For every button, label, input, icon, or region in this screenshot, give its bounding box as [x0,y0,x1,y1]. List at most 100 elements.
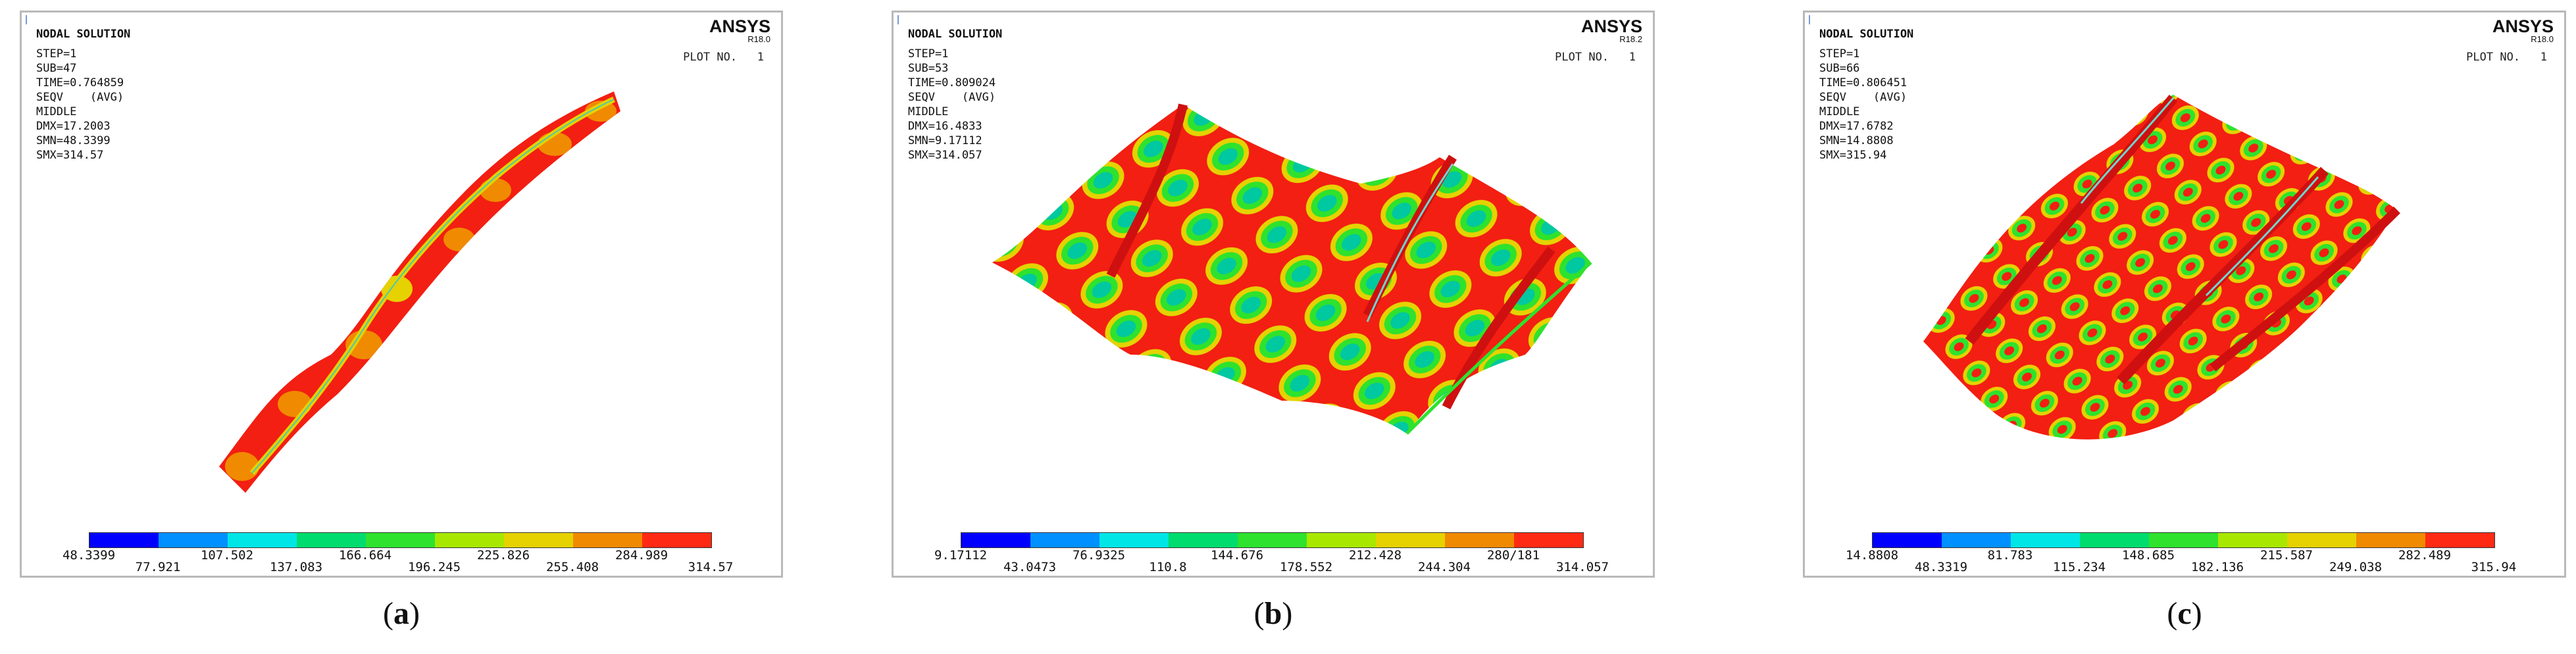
ansys-logo: ANSYS R18.0 [709,18,770,44]
legend-swatch [642,533,711,547]
legend-label: 282.489 [2398,548,2452,563]
legend-label: 196.245 [407,560,461,574]
legend-label: 178.552 [1279,560,1333,574]
info-step: STEP=1 [36,47,77,61]
info-step: STEP=1 [908,47,949,61]
info-middle: MIDDLE [908,105,949,118]
caption-c: (c) [2167,596,2202,631]
legend-swatch [1307,533,1376,547]
legend-label: 76.9325 [1072,548,1126,563]
legend-swatch [1942,533,2011,547]
legend-swatch [1376,533,1445,547]
info-smn: SMN=48.3399 [36,134,111,147]
legend-label: 9.17112 [934,548,988,563]
frame-corner-marker [897,15,904,24]
legend-label: 110.8 [1149,560,1187,574]
info-smx: SMX=314.57 [36,149,104,162]
legend-label: 215.587 [2260,548,2313,563]
plot-number: PLOT NO. 1 [683,51,764,64]
legend-swatch [1169,533,1238,547]
legend-swatch [1030,533,1099,547]
legend-label: 107.502 [200,548,254,563]
info-time: TIME=0.806451 [1819,76,1907,89]
legend-label: 77.921 [135,560,181,574]
legend-swatch [2425,533,2494,547]
legend-swatch [2149,533,2218,547]
brand-version: R18.2 [1619,34,1642,44]
legend-color-bar [1872,532,2495,548]
legend-swatch [1238,533,1307,547]
info-sub: SUB=53 [908,62,949,75]
legend-label: 255.408 [545,560,599,574]
legend-labels: 14.8808 48.3319 81.783 115.234 148.685 1… [1805,548,2564,577]
legend-swatch [504,533,573,547]
solution-info: NODAL SOLUTION STEP=1 SUB=53 TIME=0.8090… [908,27,1002,163]
frame-corner-marker [26,15,32,24]
panel-c: NODAL SOLUTION STEP=1 SUB=66 TIME=0.8064… [1803,11,2566,578]
info-smn: SMN=14.8808 [1819,134,1894,147]
legend-label: 166.664 [338,548,392,563]
info-step: STEP=1 [1819,47,1860,61]
legend-label: 48.3399 [62,548,116,563]
legend-swatch [1514,533,1583,547]
legend-swatch [159,533,228,547]
legend-swatch [297,533,366,547]
solution-info: NODAL SOLUTION STEP=1 SUB=47 TIME=0.7648… [36,27,130,163]
legend-label: 148.685 [2121,548,2175,563]
info-sub: SUB=47 [36,62,77,75]
legend-label: 244.304 [1417,560,1471,574]
legend-label: 280/181 [1486,548,1540,563]
info-smx: SMX=314.057 [908,149,982,162]
legend-swatch [89,533,159,547]
info-seqv: SEQV (AVG) [36,91,124,104]
brand-name: ANSYS [1580,16,1642,36]
brand-version: R18.0 [747,34,770,44]
legend-swatch [2287,533,2356,547]
info-smx: SMX=315.94 [1819,149,1887,162]
info-smn: SMN=9.17112 [908,134,982,147]
legend-label: 284.989 [615,548,669,563]
legend-swatch [435,533,504,547]
legend-swatch [2218,533,2287,547]
legend-swatch [2356,533,2425,547]
panel-a: NODAL SOLUTION STEP=1 SUB=47 TIME=0.7648… [20,11,783,578]
plot-number: PLOT NO. 1 [1555,51,1636,64]
legend-swatch [961,533,1030,547]
legend-label: 144.676 [1210,548,1264,563]
info-time: TIME=0.809024 [908,76,996,89]
brand-version: R18.0 [2531,34,2554,44]
frame-corner-marker [1809,15,1815,24]
caption-b: (b) [1253,596,1293,631]
brand-name: ANSYS [709,16,770,36]
info-title: NODAL SOLUTION [36,28,131,41]
stress-contour-model-b [992,103,1592,435]
info-middle: MIDDLE [36,105,77,118]
ansys-logo: ANSYS R18.0 [2492,18,2554,44]
legend-swatch [2080,533,2149,547]
plot-number: PLOT NO. 1 [2466,51,2547,64]
info-dmx: DMX=17.6782 [1819,120,1894,133]
info-middle: MIDDLE [1819,105,1860,118]
legend-label: 315.94 [2471,560,2517,574]
legend-swatch [2011,533,2080,547]
legend-label: 249.038 [2329,560,2383,574]
legend-label: 81.783 [1987,548,2033,563]
stress-contour-model-a [219,91,620,493]
legend-label: 314.57 [688,560,734,574]
legend-label: 43.0473 [1003,560,1057,574]
legend-label: 225.826 [476,548,530,563]
info-seqv: SEQV (AVG) [1819,91,1907,104]
legend-swatch [1873,533,1942,547]
solution-info: NODAL SOLUTION STEP=1 SUB=66 TIME=0.8064… [1819,27,1913,163]
info-sub: SUB=66 [1819,62,1860,75]
panel-b: NODAL SOLUTION STEP=1 SUB=53 TIME=0.8090… [892,11,1655,578]
info-title: NODAL SOLUTION [1819,28,1914,41]
legend-label: 182.136 [2190,560,2244,574]
legend-label: 14.8808 [1845,548,1899,563]
ansys-logo: ANSYS R18.2 [1581,18,1642,44]
legend-label: 212.428 [1348,548,1402,563]
legend-label: 314.057 [1555,560,1609,574]
info-title: NODAL SOLUTION [908,28,1003,41]
legend-swatch [1445,533,1514,547]
legend-color-bar [961,532,1584,548]
